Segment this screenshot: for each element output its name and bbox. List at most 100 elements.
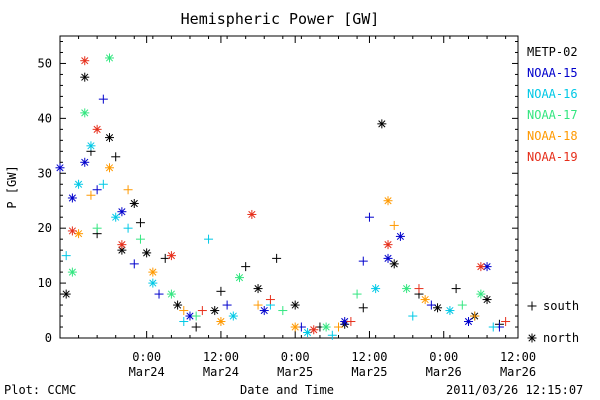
data-point-noaa-15 (358, 256, 368, 266)
x-tick-label-date: Mar26 (426, 365, 462, 379)
data-point-metp-02 (129, 198, 139, 208)
y-tick-label: 50 (38, 56, 52, 70)
data-point-noaa-16 (228, 311, 238, 321)
data-point-noaa-19 (117, 240, 127, 250)
x-tick-label-date: Mar24 (129, 365, 165, 379)
data-point-noaa-15 (222, 300, 232, 310)
data-point-metp-02 (105, 133, 115, 143)
data-point-noaa-19 (247, 209, 257, 219)
marker-legend: south north (527, 299, 579, 345)
data-point-noaa-18 (470, 311, 480, 321)
data-point-noaa-16 (74, 179, 84, 189)
x-tick-label-time: 12:00 (500, 350, 536, 364)
x-tick-label-time: 0:00 (281, 350, 310, 364)
y-tick-label: 30 (38, 166, 52, 180)
legend-entry: NOAA-15 (527, 66, 578, 80)
data-point-metp-02 (389, 259, 399, 269)
data-point-noaa-18 (383, 196, 393, 206)
data-point-noaa-19 (383, 240, 393, 250)
x-tick-label-date: Mar25 (277, 365, 313, 379)
data-point-noaa-16 (179, 317, 189, 327)
data-point-noaa-18 (148, 267, 158, 277)
data-point-noaa-15 (154, 289, 164, 299)
plot-timestamp: 2011/03/26 12:15:07 (446, 383, 583, 397)
x-axis: 0:00Mar2412:00Mar240:00Mar2512:00Mar250:… (59, 36, 536, 379)
x-tick-label-date: Mar24 (203, 365, 239, 379)
data-point-metp-02 (216, 286, 226, 296)
data-point-noaa-18 (216, 317, 226, 327)
data-point-metp-02 (451, 284, 461, 294)
data-point-noaa-16 (327, 330, 337, 340)
data-point-noaa-17 (321, 322, 331, 332)
data-point-noaa-15 (364, 212, 374, 222)
y-tick-label: 0 (45, 331, 52, 345)
x-tick-label-date: Mar25 (351, 365, 387, 379)
data-point-noaa-15 (185, 311, 195, 321)
data-point-noaa-18 (105, 163, 115, 173)
data-point-noaa-19 (476, 262, 486, 272)
data-point-noaa-15 (98, 94, 108, 104)
data-point-metp-02 (433, 303, 443, 313)
data-point-noaa-15 (129, 259, 139, 269)
data-point-metp-02 (191, 322, 201, 332)
data-point-noaa-19 (80, 56, 90, 66)
data-point-noaa-16 (148, 278, 158, 288)
data-point-noaa-18 (290, 322, 300, 332)
data-point-noaa-15 (426, 300, 436, 310)
data-point-noaa-17 (92, 223, 102, 233)
data-point-noaa-17 (166, 289, 176, 299)
plot-credit: Plot: CCMC (4, 383, 76, 397)
data-point-noaa-18 (86, 190, 96, 200)
data-point-metp-02 (272, 253, 282, 263)
data-point-noaa-19 (67, 226, 77, 236)
data-point-noaa-15 (259, 306, 269, 316)
data-point-metp-02 (290, 300, 300, 310)
data-point-noaa-19 (197, 306, 207, 316)
data-point-noaa-19 (166, 251, 176, 261)
data-point-noaa-16 (86, 141, 96, 151)
legend-marker-label: north (543, 331, 579, 345)
data-point-noaa-17 (67, 267, 77, 277)
data-point-noaa-15 (67, 193, 77, 203)
data-point-metp-02 (377, 119, 387, 129)
data-point-metp-02 (241, 262, 251, 272)
data-point-noaa-16 (371, 284, 381, 294)
data-point-noaa-17 (80, 108, 90, 118)
data-point-noaa-15 (395, 231, 405, 241)
data-point-noaa-15 (463, 317, 473, 327)
data-point-noaa-16 (111, 212, 121, 222)
data-point-noaa-18 (179, 306, 189, 316)
data-point-metp-02 (111, 152, 121, 162)
data-point-noaa-17 (476, 289, 486, 299)
y-tick-label: 40 (38, 111, 52, 125)
data-point-noaa-15 (55, 163, 65, 173)
data-points (55, 53, 511, 340)
data-point-noaa-15 (117, 207, 127, 217)
data-point-noaa-16 (204, 234, 214, 244)
data-point-noaa-16 (408, 311, 418, 321)
data-point-metp-02 (253, 284, 263, 294)
data-point-noaa-18 (334, 322, 344, 332)
data-point-noaa-17 (191, 311, 201, 321)
data-point-noaa-18 (123, 185, 133, 195)
data-point-metp-02 (142, 248, 152, 258)
legend-marker-label: south (543, 299, 579, 313)
data-point-metp-02 (173, 300, 183, 310)
data-point-noaa-19 (346, 317, 356, 327)
x-tick-label-date: Mar26 (500, 365, 536, 379)
data-point-noaa-17 (457, 300, 467, 310)
data-point-noaa-19 (501, 317, 511, 327)
data-point-noaa-18 (420, 295, 430, 305)
data-point-noaa-18 (389, 220, 399, 230)
data-point-metp-02 (358, 303, 368, 313)
plot-frame (59, 35, 519, 339)
data-point-noaa-18 (253, 300, 263, 310)
data-point-metp-02 (80, 72, 90, 82)
chart-title: Hemispheric Power [GW] (181, 10, 380, 28)
legend-entry: NOAA-17 (527, 108, 578, 122)
legend-entry: NOAA-18 (527, 129, 578, 143)
data-point-noaa-15 (383, 253, 393, 263)
x-tick-label-time: 12:00 (351, 350, 387, 364)
data-point-noaa-19 (92, 124, 102, 134)
